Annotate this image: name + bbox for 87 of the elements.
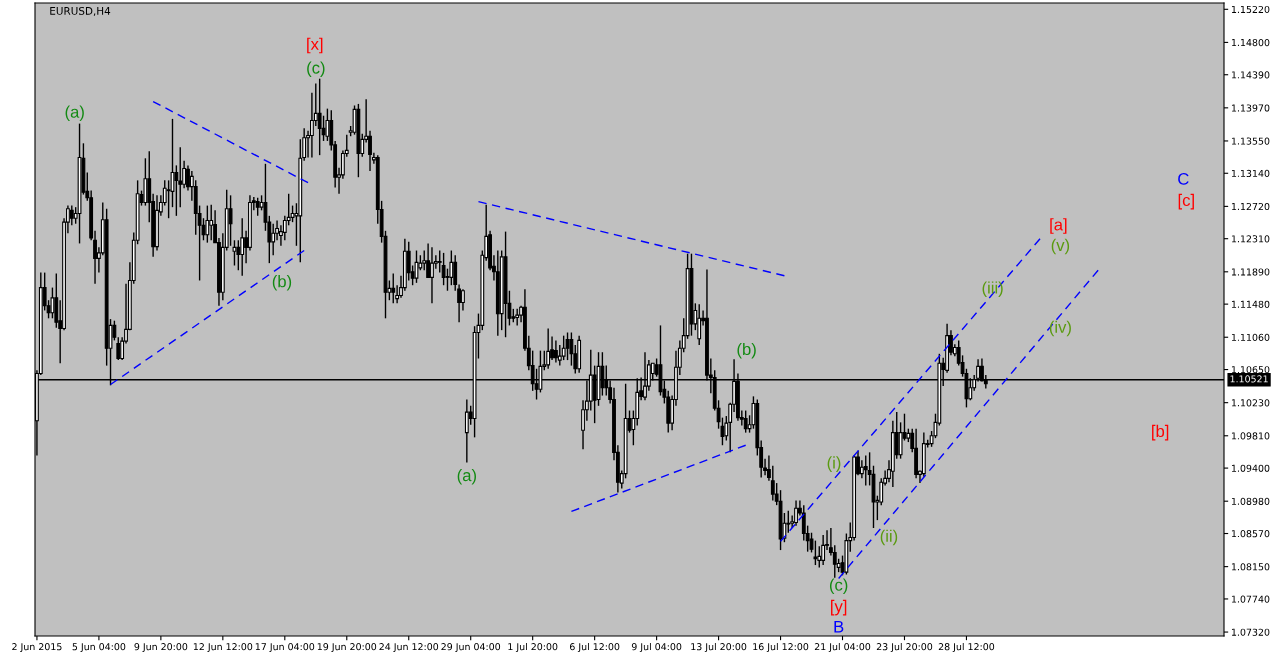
y-tick-label: 1.13140 [1231, 169, 1270, 177]
y-tick-label: 1.08570 [1231, 530, 1270, 538]
candlestick [69, 204, 74, 226]
annotation: (a) [457, 468, 476, 485]
candlestick [430, 246, 434, 305]
candlestick [461, 288, 465, 312]
x-tick-label: 28 Jul 12:00 [938, 642, 995, 653]
y-tick-label: 1.14390 [1231, 71, 1270, 79]
candlestick [817, 545, 822, 569]
candlestick [391, 272, 396, 305]
y-tick-label: 1.12310 [1231, 235, 1270, 243]
y-tick-label: 1.07740 [1231, 595, 1270, 603]
candlestick [50, 286, 55, 320]
x-tick-label: 5 Jun 04:00 [72, 643, 126, 653]
x-tick-label: 1 Jul 20:00 [508, 642, 558, 653]
x-tick-label: 12 Jun 12:00 [193, 643, 253, 653]
candlestick [561, 334, 566, 361]
x-tick-label: 17 Jun 04:00 [255, 643, 315, 653]
annotation: [a] [1050, 218, 1067, 234]
y-tick-label: 1.09400 [1231, 464, 1270, 472]
y-tick-label: 1.12720 [1231, 202, 1270, 211]
annotation: (iii) [982, 281, 1003, 297]
annotation: (v) [1051, 238, 1070, 255]
candlestick [414, 249, 419, 284]
x-tick-label: 21 Jul 04:00 [814, 642, 871, 653]
annotation: (i) [827, 456, 841, 472]
candlestick [240, 217, 245, 277]
annotation: C [1178, 173, 1189, 185]
annotation: (b) [272, 275, 292, 291]
y-tick-label: 1.14800 [1231, 38, 1270, 47]
x-tick-label: 13 Jul 20:00 [691, 642, 747, 653]
y-tick-label: 1.13550 [1231, 137, 1270, 145]
candlestick [464, 398, 469, 464]
annotation: (c) [829, 578, 848, 595]
y-tick-label: 1.11890 [1231, 268, 1270, 276]
candlestick [821, 534, 826, 566]
annotation: [b] [1152, 424, 1169, 441]
y-tick-label: 1.08980 [1231, 497, 1270, 505]
annotation: [y] [831, 599, 847, 616]
y-tick-label: 1.11480 [1231, 300, 1270, 308]
candlestick [325, 107, 330, 142]
x-tick-label: 6 Jul 12:00 [569, 642, 620, 653]
candlestick [232, 239, 237, 267]
candlestick [569, 331, 574, 367]
y-tick-label: 1.07320 [1231, 628, 1270, 636]
y-tick-label: 1.10230 [1231, 399, 1270, 407]
candlestick [794, 499, 798, 527]
candlestick [174, 164, 179, 217]
annotation: [c] [1178, 193, 1194, 210]
y-tick-label: 1.13970 [1231, 104, 1270, 112]
annotation: (iv) [1049, 320, 1071, 337]
x-tick-label: 9 Jul 04:00 [631, 642, 682, 653]
annotation: (a) [65, 105, 84, 122]
candlestick [205, 204, 210, 244]
y-tick-label: 1.08150 [1231, 563, 1270, 571]
ref-line-label: 1.10521 [1230, 375, 1268, 383]
candlestick [546, 327, 551, 370]
x-tick-label: 29 Jun 04:00 [441, 643, 501, 653]
candlestick [236, 239, 241, 271]
y-tick-label: 1.10650 [1231, 366, 1270, 374]
candlestick [209, 204, 214, 241]
y-tick-label: 1.15220 [1231, 5, 1270, 14]
annotation: (ii) [880, 529, 898, 546]
candlestick [255, 197, 260, 217]
x-tick-label: 19 Jun 20:00 [317, 643, 377, 653]
candlestick [515, 308, 520, 327]
x-tick-label: 2 Jun 2015 [12, 643, 62, 653]
candlestick [143, 157, 148, 207]
y-tick-label: 1.11060 [1231, 333, 1270, 341]
chart-title: EURUSD,H4 [50, 6, 111, 16]
candlestick [317, 77, 322, 156]
candlestick [554, 339, 558, 364]
annotation: (b) [737, 342, 756, 359]
x-tick-label: 23 Jul 20:00 [876, 642, 933, 653]
annotation: (c) [307, 61, 325, 77]
candlestick [228, 194, 233, 247]
x-tick-label: 9 Jun 20:00 [134, 643, 188, 653]
annotation: B [834, 620, 844, 633]
x-tick-label: 24 Jun 12:00 [379, 643, 439, 653]
y-tick-label: 1.09810 [1231, 432, 1270, 440]
candlestick [271, 223, 276, 256]
candlestick [116, 336, 121, 361]
x-tick-label: 16 Jul 12:00 [753, 642, 809, 653]
candlestick [863, 454, 868, 487]
candlestick [697, 303, 702, 346]
candlestick [743, 409, 748, 434]
annotation: [x] [307, 37, 323, 54]
